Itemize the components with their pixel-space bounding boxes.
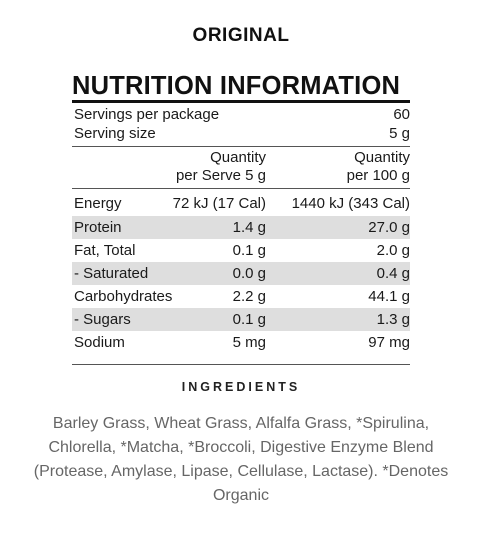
per-100g-value: 97 mg [368,334,410,351]
divider [72,188,410,189]
per-100g-value: 44.1 g [368,288,410,305]
per-serve-value: 0.1 g [232,311,266,328]
panel-title: NUTRITION INFORMATION [72,72,401,100]
ingredients-heading: INGREDIENTS [181,380,301,394]
serving-size-label: Serving size [74,125,156,142]
ingredients-text: Barley Grass, Wheat Grass, Alfalfa Grass… [33,415,449,504]
per-serve-value: 5 mg [232,334,266,351]
per-100g-value: 1.3 g [376,311,410,328]
per-serve-value: 2.2 g [232,288,266,305]
table-row: Carbohydrates 2.2 g 44.1 g [72,285,410,308]
nutrient-name: - Saturated [74,265,149,282]
per-serve-value: 0.1 g [232,242,266,259]
nutrient-name: - Sugars [74,311,131,328]
title-rule [72,100,410,103]
per-serve-header: Quantity per Serve 5 g [176,149,266,185]
nutrient-name: Protein [74,219,122,236]
serving-size-row: Serving size 5 g [72,122,410,145]
servings-label: Servings per package [74,106,220,123]
table-row: Sodium 5 mg 97 mg [72,331,410,354]
serving-size-value: 5 g [389,125,410,142]
table-row: - Sugars 0.1 g 1.3 g [72,308,410,331]
table-row: Fat, Total 0.1 g 2.0 g [72,239,410,262]
nutrient-name: Sodium [74,334,125,351]
per-serve-value: 72 kJ (17 Cal) [172,195,266,212]
table-row: - Saturated 0.0 g 0.4 g [72,262,410,285]
divider [72,146,410,147]
per-100g-header-line1: Quantity [354,149,410,166]
servings-per-package-row: Servings per package 60 [72,103,410,126]
per-100g-value: 1440 kJ (343 Cal) [291,195,410,212]
per-100g-value: 27.0 g [368,219,410,236]
nutrient-name: Carbohydrates [74,288,173,305]
per-serve-value: 1.4 g [232,219,266,236]
per-100g-value: 0.4 g [376,265,410,282]
per-serve-header-line1: Quantity [210,149,266,166]
servings-value: 60 [393,106,410,123]
per-serve-header-line2: per Serve 5 g [175,167,266,184]
table-row: Protein 1.4 g 27.0 g [72,216,410,239]
per-100g-header-line2: per 100 g [346,167,410,184]
per-100g-header: Quantity per 100 g [347,149,410,185]
variant-heading: ORIGINAL [192,25,290,46]
per-serve-value: 0.0 g [232,265,266,282]
divider [72,364,410,365]
per-100g-value: 2.0 g [376,242,410,259]
nutrient-name: Energy [74,195,122,212]
nutrient-name: Fat, Total [74,242,136,259]
table-row: Energy 72 kJ (17 Cal) 1440 kJ (343 Cal) [72,192,410,215]
